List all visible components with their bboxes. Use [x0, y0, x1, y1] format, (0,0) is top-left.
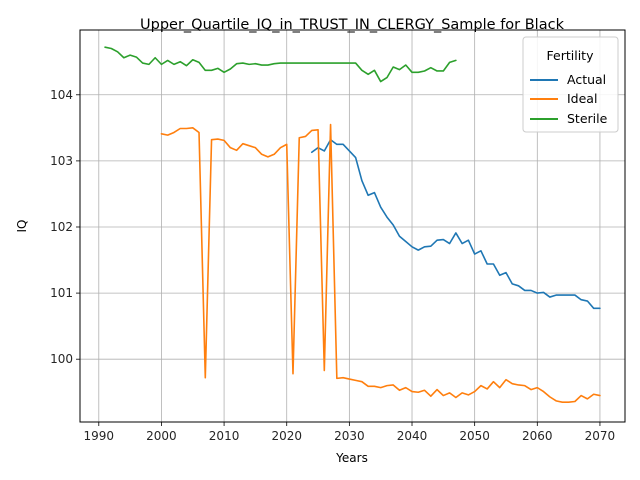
y-tick-label: 100	[50, 352, 73, 366]
y-tick-label: 102	[50, 220, 73, 234]
x-tick-label: 2070	[585, 429, 616, 443]
x-tick-label: 2060	[522, 429, 553, 443]
x-tick-label: 2050	[459, 429, 490, 443]
series-line-ideal	[160, 123, 601, 403]
x-tick-label: 2040	[397, 429, 428, 443]
legend-label-ideal: Ideal	[567, 91, 597, 106]
series-line-sterile	[104, 46, 457, 83]
legend-box	[522, 36, 619, 133]
x-tick-label: 2010	[209, 429, 240, 443]
legend: Fertility Actual Ideal Sterile	[522, 36, 619, 133]
legend-title: Fertility	[547, 48, 595, 63]
x-tick-label: 1990	[84, 429, 115, 443]
chart-title: Upper_Quartile_IQ_in_TRUST_IN_CLERGY_Sam…	[140, 17, 565, 33]
y-axis-label: IQ	[15, 220, 29, 233]
x-tick-label: 2030	[334, 429, 365, 443]
x-tick-label: 2020	[271, 429, 302, 443]
x-axis-label: Years	[335, 451, 368, 465]
y-tick-label: 104	[50, 88, 73, 102]
series-group	[104, 46, 601, 403]
axis-ticks: 1990 2000 2010 2020 2030 2040 2050 2060 2070 100 1…	[50, 88, 615, 443]
series-line-actual	[310, 138, 601, 310]
y-tick-label: 103	[50, 154, 73, 168]
x-tick-label: 2000	[146, 429, 177, 443]
grid	[80, 30, 625, 422]
legend-label-actual: Actual	[567, 72, 606, 87]
legend-label-sterile: Sterile	[567, 111, 608, 126]
y-tick-label: 101	[50, 286, 73, 300]
plot-frame	[79, 29, 626, 423]
